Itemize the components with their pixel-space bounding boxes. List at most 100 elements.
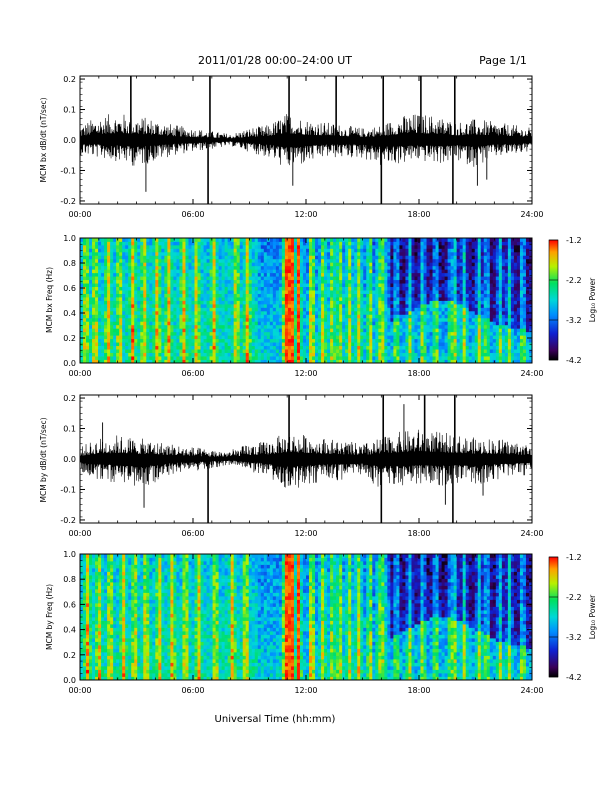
spectrogram-cell — [158, 248, 162, 253]
spectrogram-cell — [468, 328, 473, 333]
spectrogram-cell — [224, 244, 229, 249]
spectrogram-cell — [465, 310, 470, 315]
spectrogram-cell — [336, 248, 340, 253]
spectrogram-cell — [438, 356, 442, 360]
spectrogram-cell — [456, 310, 461, 315]
spectrogram-cell — [80, 241, 84, 246]
spectrogram-cell — [158, 272, 162, 277]
spectrogram-cell — [299, 262, 304, 267]
spectrogram-cell — [107, 356, 111, 360]
spectrogram-cell — [399, 279, 403, 284]
spectrogram-cell — [465, 352, 470, 357]
spectrogram-cell — [390, 290, 394, 294]
spectrogram-cell — [260, 314, 265, 319]
spectrogram-cell — [188, 244, 192, 249]
spectrogram-cell — [110, 238, 114, 242]
spectrogram-cell — [116, 310, 120, 315]
spectrogram-cell — [107, 258, 111, 263]
spectrogram-cell — [257, 345, 262, 350]
spectrogram-cell — [483, 251, 488, 256]
spectrogram-cell — [278, 331, 283, 336]
spectrogram-cell — [251, 265, 256, 270]
spectrogram-cell — [182, 262, 186, 267]
spectrogram-cell — [290, 310, 295, 315]
spectrogram-cell — [110, 269, 114, 274]
spectrogram-cell — [315, 272, 319, 277]
spectrogram-cell — [441, 342, 446, 347]
spectrogram-cell — [176, 342, 180, 347]
spectrogram-cell — [444, 262, 449, 267]
spectrogram-cell — [438, 255, 442, 260]
spectrogram-cell — [110, 297, 114, 301]
spectrogram-cell — [483, 314, 488, 319]
spectrogram-cell — [170, 356, 174, 360]
spectrogram-cell — [281, 279, 286, 284]
spectrogram-cell — [375, 248, 379, 253]
spectrogram-cell — [266, 324, 271, 329]
spectrogram-cell — [336, 272, 340, 277]
spectrogram-cell — [131, 283, 135, 288]
y-tick-label: -0.1 — [60, 166, 76, 175]
spectrogram-cell — [161, 283, 165, 288]
spectrogram-cell — [227, 324, 232, 329]
spectrogram-cell — [462, 255, 467, 260]
spectrogram-cell — [363, 238, 367, 242]
spectrogram-cell — [435, 265, 439, 270]
spectrogram-cell — [134, 349, 138, 353]
spectrogram-cell — [290, 262, 295, 267]
spectrogram-cell — [363, 269, 367, 274]
spectrogram-cell — [318, 352, 322, 357]
spectrogram-cell — [155, 342, 159, 347]
spectrogram-cell — [182, 328, 186, 333]
spectrogram-cell — [215, 310, 220, 315]
spectrogram-cell — [218, 349, 223, 353]
spectrogram-cell — [119, 297, 123, 301]
spectrogram-cell — [266, 331, 271, 336]
spectrogram-cell — [390, 352, 394, 357]
spectrogram-cell — [363, 338, 367, 343]
spectrogram-cell — [296, 324, 301, 329]
spectrogram-cell — [194, 349, 198, 353]
spectrogram-cell — [444, 269, 449, 274]
spectrogram-cell — [366, 331, 370, 336]
spectrogram-cell — [86, 238, 90, 242]
spectrogram-cell — [251, 335, 256, 340]
spectrogram-cell — [402, 276, 406, 281]
spectrogram-cell — [98, 321, 102, 326]
spectrogram-cell — [456, 352, 461, 357]
spectrogram-cell — [209, 314, 213, 319]
spectrogram-cell — [366, 324, 370, 329]
spectrogram-cell — [179, 262, 183, 267]
spectrogram-cell — [182, 293, 186, 298]
spectrogram-cell — [209, 335, 213, 340]
spectrogram-cell — [414, 321, 418, 326]
spectrogram-cell — [369, 310, 373, 315]
spectrogram-cell — [272, 356, 277, 360]
spectrogram-cell — [450, 262, 455, 267]
spectrogram-cell — [230, 310, 235, 315]
spectrogram-cell — [263, 335, 268, 340]
spectrogram-cell — [321, 248, 325, 253]
spectrogram-cell — [384, 265, 388, 270]
spectrogram-cell — [242, 331, 247, 336]
spectrogram-cell — [266, 290, 271, 294]
spectrogram-cell — [287, 238, 292, 242]
spectrogram-cell — [245, 262, 250, 267]
spectrogram-cell — [275, 345, 280, 350]
spectrogram-cell — [302, 352, 307, 357]
spectrogram-cell — [312, 286, 316, 291]
spectrogram-cell — [194, 324, 198, 329]
spectrogram-cell — [306, 279, 310, 284]
spectrogram-cell — [351, 349, 355, 353]
spectrogram-cell — [251, 324, 256, 329]
spectrogram-cell — [366, 255, 370, 260]
spectrogram-cell — [408, 286, 412, 291]
spectrogram-cell — [173, 241, 177, 246]
spectrogram-cell — [429, 262, 433, 267]
spectrogram-cell — [275, 258, 280, 263]
spectrogram-cell — [327, 297, 331, 301]
spectrogram-cell — [444, 321, 449, 326]
spectrogram-cell — [260, 324, 265, 329]
spectrogram-cell — [336, 331, 340, 336]
spectrogram-cell — [477, 317, 482, 322]
